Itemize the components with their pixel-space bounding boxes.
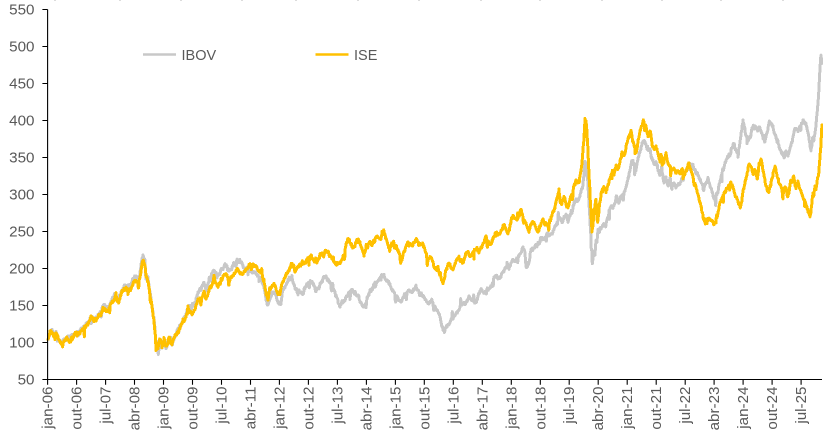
svg-text:out-12: out-12	[300, 387, 317, 430]
svg-text:500: 500	[9, 39, 34, 56]
svg-text:abr-08: abr-08	[127, 387, 144, 431]
svg-text:250: 250	[9, 224, 34, 241]
svg-text:jul-16: jul-16	[445, 387, 462, 425]
svg-text:jul-19: jul-19	[561, 387, 578, 425]
svg-text:jul-22: jul-22	[677, 387, 694, 425]
svg-text:550: 550	[9, 2, 34, 19]
svg-text:150: 150	[9, 298, 34, 315]
svg-text:jan-18: jan-18	[503, 387, 520, 430]
svg-text:jan-12: jan-12	[271, 387, 288, 430]
svg-text:jul-10: jul-10	[214, 387, 231, 425]
svg-text:out-09: out-09	[185, 387, 202, 430]
svg-text:out-15: out-15	[416, 387, 433, 430]
svg-text:350: 350	[9, 150, 34, 167]
svg-text:jul-07: jul-07	[98, 387, 115, 425]
svg-text:jan-24: jan-24	[735, 387, 752, 430]
svg-text:200: 200	[9, 261, 34, 278]
svg-text:out-06: out-06	[69, 387, 86, 430]
svg-text:abr-23: abr-23	[706, 387, 723, 431]
svg-text:out-24: out-24	[764, 387, 781, 430]
svg-text:jul-25: jul-25	[793, 387, 810, 425]
svg-text:100: 100	[9, 335, 34, 352]
svg-text:abr-17: abr-17	[474, 387, 491, 431]
svg-text:400: 400	[9, 113, 34, 130]
svg-text:jan-09: jan-09	[156, 387, 173, 430]
svg-text:ISE: ISE	[354, 48, 378, 64]
svg-text:jan-15: jan-15	[387, 387, 404, 430]
svg-text:out-21: out-21	[648, 387, 665, 430]
svg-text:jul-13: jul-13	[329, 387, 346, 425]
svg-text:jan-06: jan-06	[40, 387, 57, 430]
svg-text:IBOV: IBOV	[182, 48, 217, 64]
svg-text:300: 300	[9, 187, 34, 204]
svg-text:450: 450	[9, 76, 34, 93]
svg-text:abr-11: abr-11	[243, 387, 260, 430]
svg-text:abr-20: abr-20	[590, 387, 607, 431]
svg-text:abr-14: abr-14	[358, 387, 375, 431]
svg-text:50: 50	[18, 372, 35, 389]
svg-text:jan-21: jan-21	[619, 387, 636, 430]
svg-text:out-18: out-18	[532, 387, 549, 430]
